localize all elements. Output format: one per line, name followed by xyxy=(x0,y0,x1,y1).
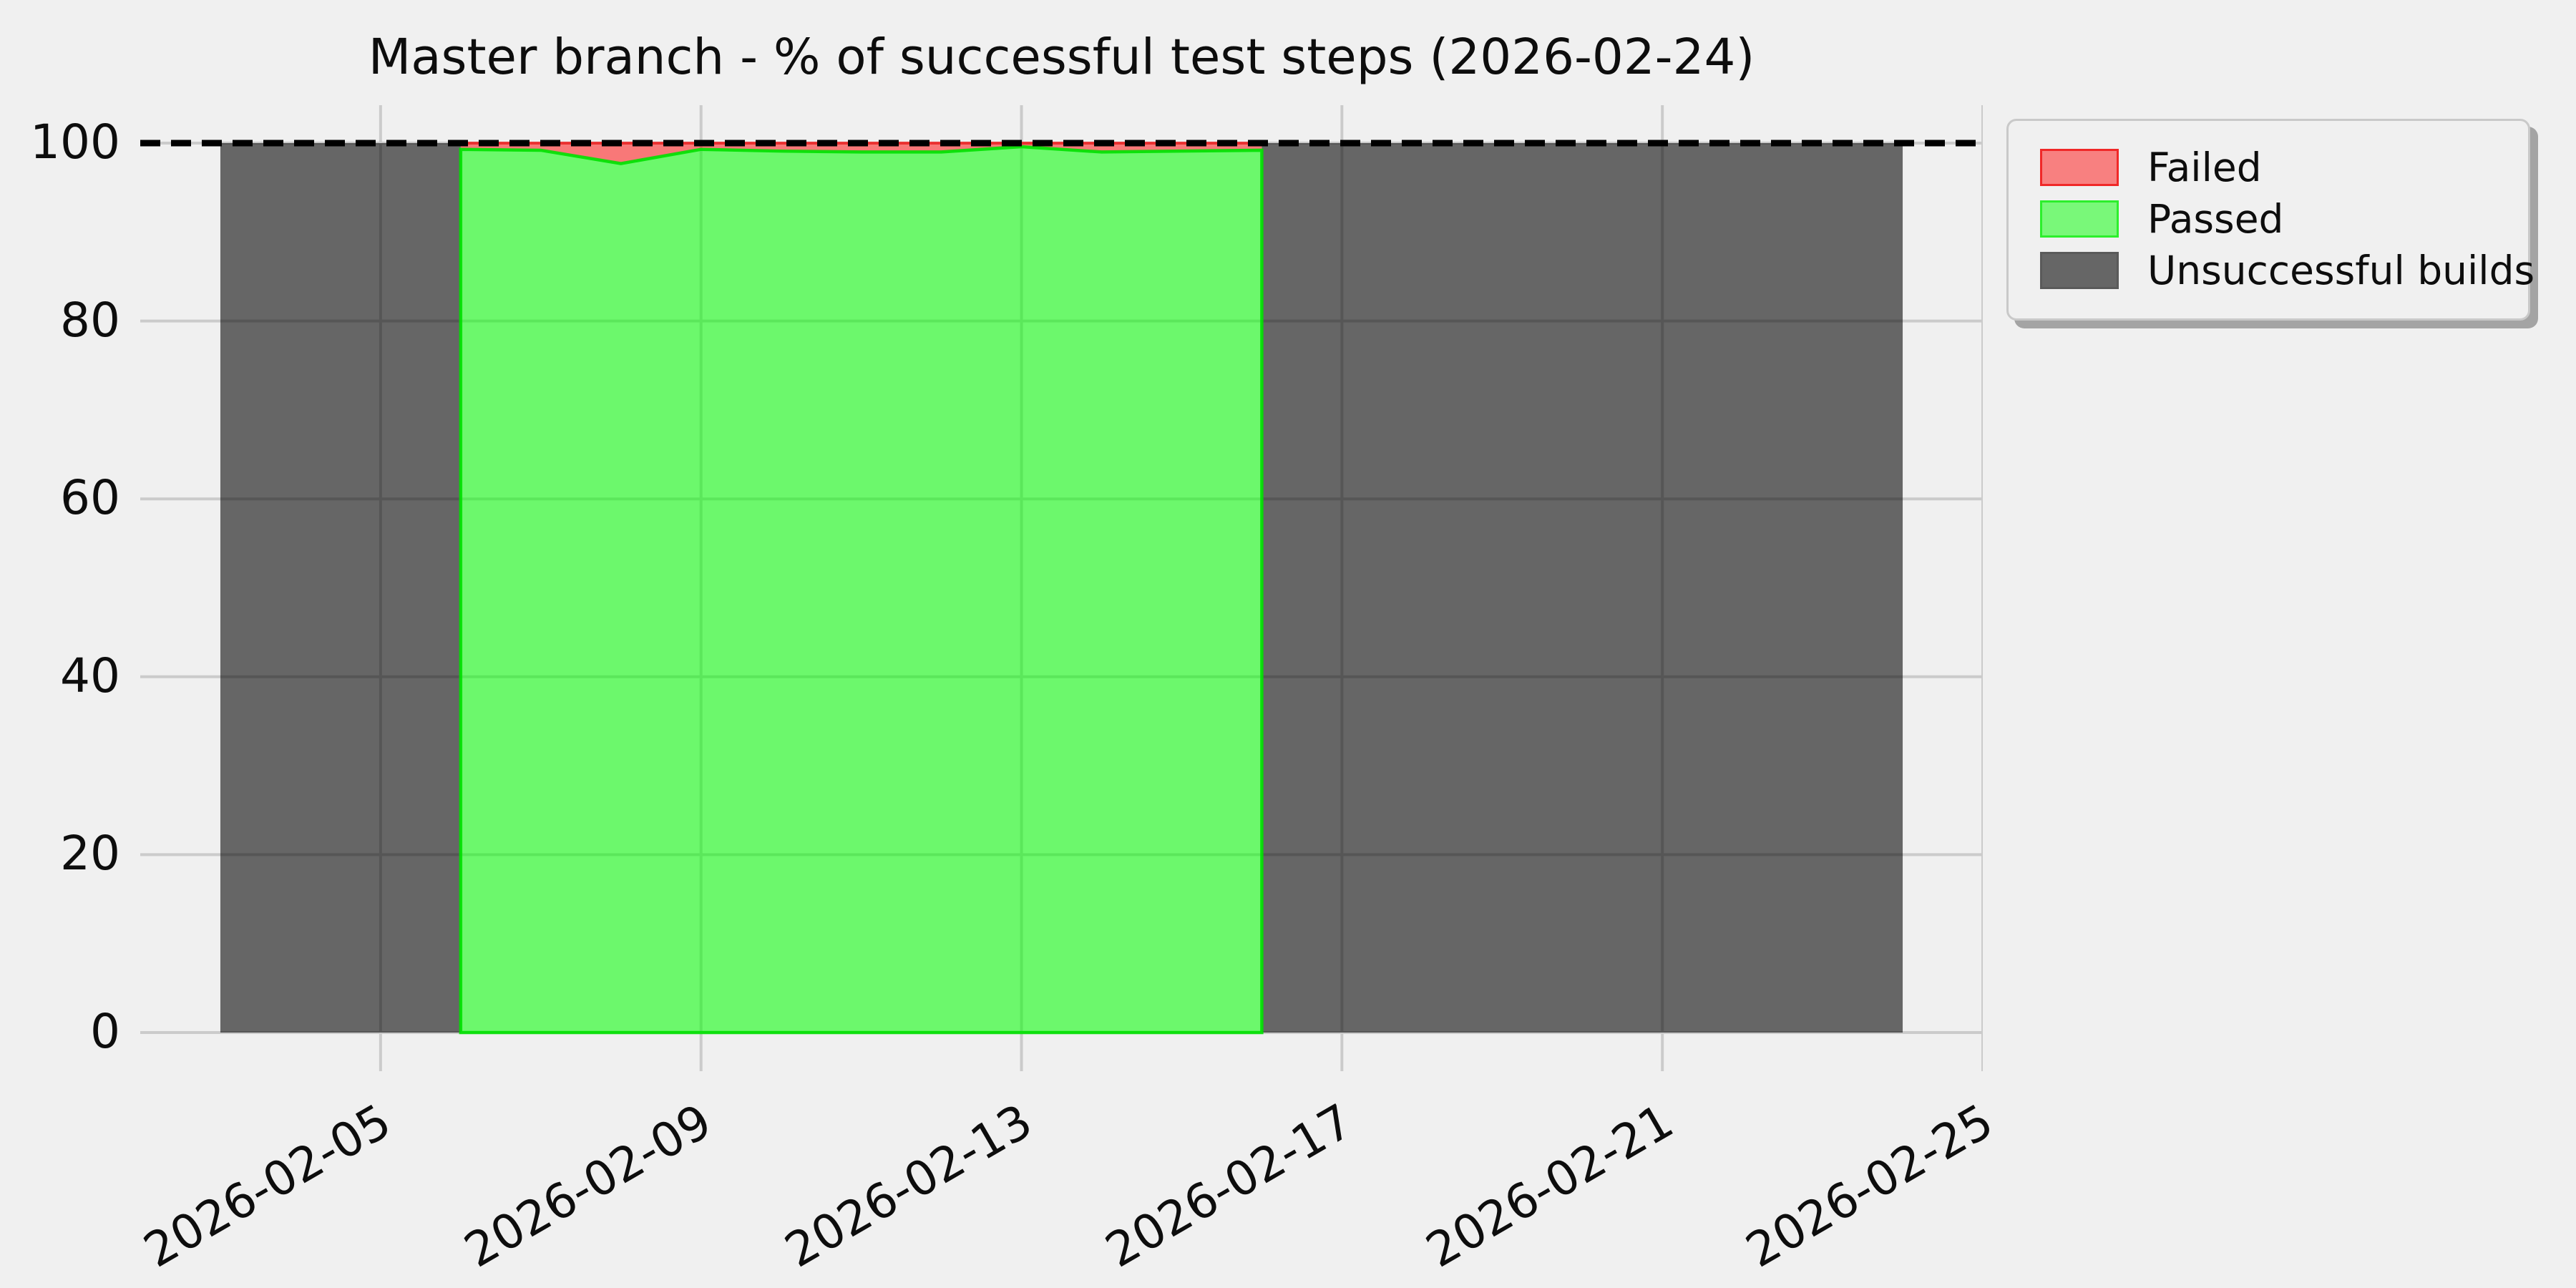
x-tick-label: 2026-02-21 xyxy=(1417,1093,1682,1279)
passed-edge-line xyxy=(459,145,1264,1035)
x-tick-label: 2026-02-09 xyxy=(455,1093,721,1279)
x-tick-label: 2026-02-17 xyxy=(1096,1093,1362,1279)
legend-label: Passed xyxy=(2147,196,2284,242)
y-tick-label: 0 xyxy=(90,1003,120,1059)
unsuccessful-builds-swatch-icon xyxy=(2040,252,2119,289)
unsuccessful-builds-area xyxy=(220,143,461,1033)
legend-label: Failed xyxy=(2147,145,2262,190)
x-tick-label: 2026-02-05 xyxy=(135,1093,401,1279)
passed-swatch-icon xyxy=(2040,200,2119,238)
chart-title: Master branch - % of successful test ste… xyxy=(368,29,1755,86)
x-tick-label: 2026-02-13 xyxy=(776,1093,1042,1279)
x-tick-label: 2026-02-25 xyxy=(1737,1093,2003,1279)
legend-item-failed: Failed xyxy=(2040,145,2262,190)
failed-swatch-icon xyxy=(2040,149,2119,186)
y-tick-label: 80 xyxy=(60,292,120,348)
legend-item-unsuccessful-builds: Unsuccessful builds xyxy=(2040,248,2534,293)
plot-area xyxy=(140,105,1983,1071)
passed-area xyxy=(460,146,1262,1033)
y-tick-label: 100 xyxy=(30,114,120,170)
legend-label: Unsuccessful builds xyxy=(2147,248,2535,293)
legend-box: Failed Passed Unsuccessful builds xyxy=(2006,119,2534,321)
legend-item-passed: Passed xyxy=(2040,196,2283,242)
y-tick-label: 40 xyxy=(60,648,120,703)
unsuccessful-builds-area xyxy=(1262,143,1903,1033)
y-tick-label: 20 xyxy=(60,826,120,882)
y-tick-label: 60 xyxy=(60,470,120,526)
